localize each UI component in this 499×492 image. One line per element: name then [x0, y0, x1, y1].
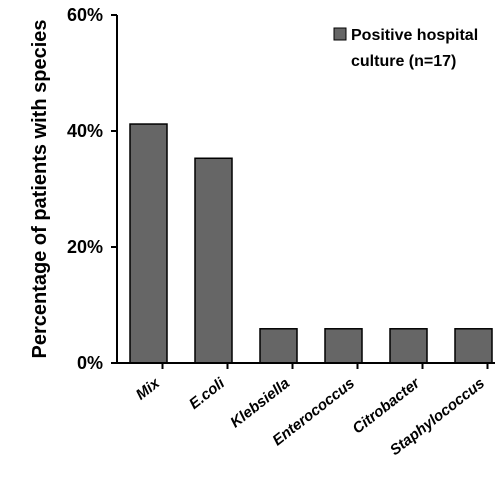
bar-mix: [129, 123, 168, 364]
legend-swatch: [333, 27, 347, 41]
y-axis-label: Percentage of patients with species: [29, 20, 51, 359]
y-tick-label: 60%: [67, 5, 103, 25]
bar-klebsiella: [259, 328, 298, 364]
bar-staphylococcus: [454, 328, 493, 364]
y-tick-label: 20%: [67, 237, 103, 257]
bar-enterococcus: [324, 328, 363, 364]
x-category-label: Mix: [133, 374, 164, 403]
bars-group: [129, 123, 493, 364]
y-tick-label: 0%: [77, 353, 103, 373]
x-category-label: Klebsiella: [227, 375, 293, 432]
legend-label-line-2: culture (n=17): [351, 53, 456, 70]
bar-e-coli: [194, 157, 233, 364]
x-category-label: E.coli: [186, 374, 229, 413]
legend-label-line-1: Positive hospital: [351, 27, 478, 44]
x-labels-group: Mix E.coli KlebsiellaEnterococcusCitrobact…: [133, 363, 489, 459]
y-tick-label: 40%: [67, 121, 103, 141]
bar-citrobacter: [389, 328, 428, 364]
y-ticks-group: 0% 20% 40% 60%: [67, 5, 117, 373]
legend: Positive hospital culture (n=17): [333, 27, 478, 70]
